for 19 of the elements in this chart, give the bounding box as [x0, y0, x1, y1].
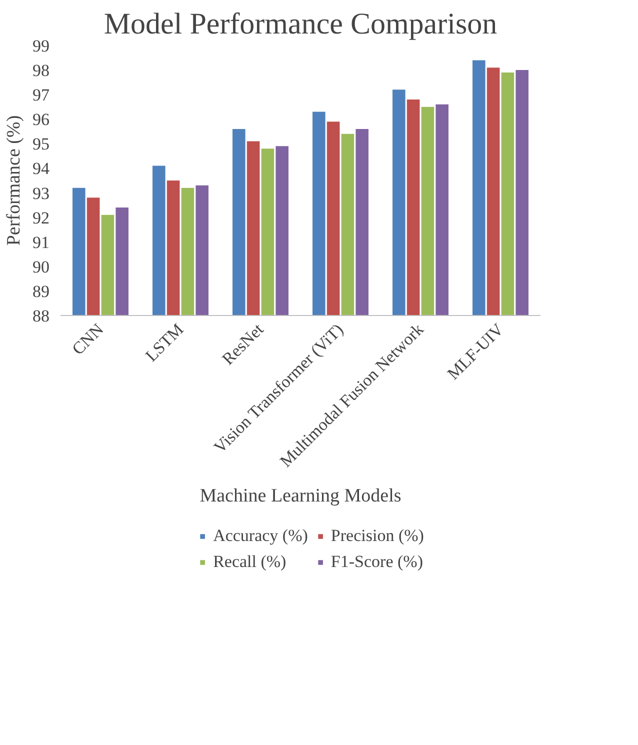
legend-label: Accuracy (%) [213, 526, 308, 546]
y-tick-label: 98 [32, 61, 50, 80]
y-tick-label: 97 [32, 86, 50, 105]
y-tick-label: 88 [32, 306, 50, 326]
y-tick-label: 90 [32, 257, 50, 276]
y-tick-label: 94 [32, 159, 50, 178]
chart-title: Model Performance Comparison [104, 8, 498, 40]
legend-label: F1-Score (%) [330, 552, 423, 572]
x-axis-title: Machine Learning Models [200, 486, 402, 507]
y-tick-label: 95 [32, 134, 50, 154]
y-tick-label: 89 [32, 282, 50, 301]
y-tick-label: 99 [32, 36, 50, 56]
y-tick-label: 92 [32, 208, 50, 228]
y-tick-label: 96 [32, 110, 50, 130]
y-tick-label: 93 [32, 184, 50, 203]
y-tick-label: 91 [32, 232, 50, 252]
y-axis-title: Performance (%) [4, 115, 24, 246]
legend-label: Recall (%) [213, 552, 286, 572]
legend-label: Precision (%) [330, 526, 424, 546]
